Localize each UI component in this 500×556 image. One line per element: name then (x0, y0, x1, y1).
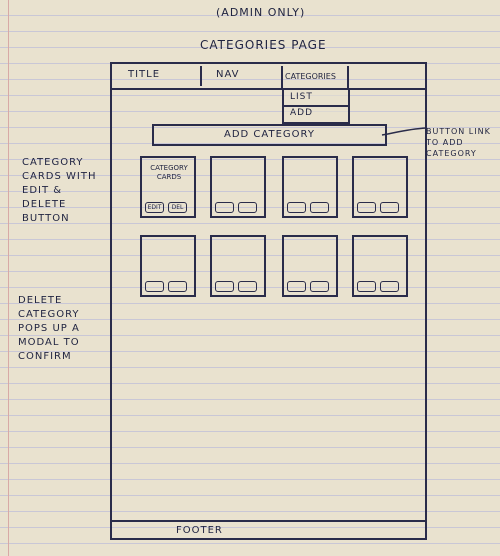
category-card (140, 235, 196, 297)
card-edit-button[interactable] (287, 281, 306, 292)
card-delete-button[interactable] (168, 281, 187, 292)
card-delete-button[interactable]: Del (168, 202, 187, 213)
navbar: Title Nav Categories (112, 64, 425, 90)
notebook-margin-line (8, 0, 9, 556)
dropdown-item-add[interactable]: Add (284, 106, 348, 121)
category-card (352, 156, 408, 218)
button-link-annotation: Button link to add category (426, 127, 491, 158)
card-edit-button[interactable] (145, 281, 164, 292)
page-title: Categories Page (200, 38, 327, 52)
footer: Footer (112, 520, 425, 540)
dropdown-item-list-label: List (290, 92, 313, 102)
category-card (282, 156, 338, 218)
categories-dropdown: List Add (282, 90, 350, 124)
category-card (352, 235, 408, 297)
category-card (282, 235, 338, 297)
delete-modal-annotation: Delete category pops up a modal to confi… (18, 295, 80, 362)
card-edit-button[interactable] (215, 281, 234, 292)
dropdown-item-add-label: Add (290, 108, 314, 118)
card-edit-button[interactable] (215, 202, 234, 213)
footer-label: Footer (176, 525, 223, 536)
navbar-nav-link[interactable]: Nav (216, 69, 240, 80)
card-delete-button[interactable] (380, 202, 399, 213)
cards-annotation: Category cards with edit & delete button (22, 157, 97, 224)
category-card (210, 235, 266, 297)
card-delete-button[interactable] (310, 281, 329, 292)
annotation-arrow (381, 127, 427, 136)
add-category-button-label: Add Category (224, 129, 315, 140)
card-delete-button[interactable] (310, 202, 329, 213)
card-delete-button[interactable] (238, 202, 257, 213)
navbar-title[interactable]: Title (128, 69, 161, 80)
card-edit-button[interactable] (357, 281, 376, 292)
card-delete-button[interactable] (238, 281, 257, 292)
add-category-button[interactable]: Add Category (152, 124, 387, 146)
navbar-divider (200, 66, 202, 86)
navbar-categories-menu[interactable]: Categories (281, 66, 349, 88)
card-edit-button[interactable]: Edit (145, 202, 164, 213)
admin-only-heading: (Admin only) (216, 6, 306, 19)
category-card-label: Category cards (150, 164, 188, 181)
navbar-categories-label: Categories (285, 72, 336, 81)
dropdown-item-list[interactable]: List (284, 90, 348, 107)
card-delete-button[interactable] (380, 281, 399, 292)
card-edit-button[interactable] (287, 202, 306, 213)
page-wireframe: Title Nav Categories List Add Add Catego… (110, 62, 427, 540)
category-card (210, 156, 266, 218)
card-edit-button[interactable] (357, 202, 376, 213)
category-card: Category cards Edit Del (140, 156, 196, 218)
